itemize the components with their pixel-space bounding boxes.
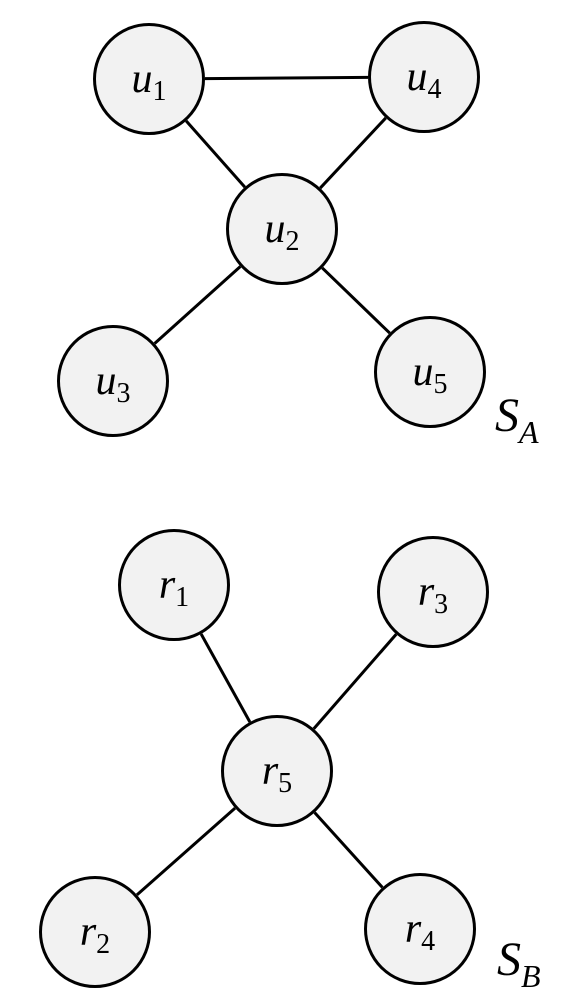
edge-u1-u2: [186, 121, 245, 187]
node-label-sub: 2: [286, 228, 300, 256]
node-label-r1: r1: [159, 564, 189, 606]
node-label-sub: 1: [153, 78, 167, 106]
edge-r1-r5: [201, 634, 250, 722]
node-label-u2: u2: [265, 208, 300, 250]
node-label-sub: 1: [175, 584, 189, 612]
node-label-main: r: [80, 911, 96, 953]
edge-layer: [0, 0, 582, 1000]
node-label-main: u: [407, 56, 428, 98]
node-label-u5: u5: [413, 351, 448, 393]
edge-u2-u5: [322, 268, 389, 333]
node-r4: r4: [364, 873, 476, 985]
node-label-u1: u1: [132, 58, 167, 100]
node-label-main: u: [132, 58, 153, 100]
node-r3: r3: [377, 536, 489, 648]
node-r2: r2: [39, 876, 151, 988]
node-label-main: r: [405, 908, 421, 950]
node-label-sub: 5: [434, 371, 448, 399]
node-label-main: u: [413, 351, 434, 393]
node-r5: r5: [221, 715, 333, 827]
node-label-main: r: [262, 750, 278, 792]
node-label-r2: r2: [80, 911, 110, 953]
node-u2: u2: [226, 173, 338, 285]
edge-r4-r5: [315, 813, 383, 888]
node-label-sub: 4: [421, 928, 435, 956]
node-u5: u5: [374, 316, 486, 428]
edge-r3-r5: [314, 634, 396, 729]
node-u4: u4: [368, 21, 480, 133]
node-label-r5: r5: [262, 750, 292, 792]
node-label-main: r: [159, 564, 175, 606]
graph-label-main: S: [497, 932, 521, 987]
node-label-u3: u3: [96, 360, 131, 402]
graph-label-main: S: [495, 388, 519, 443]
node-label-r4: r4: [405, 908, 435, 950]
edge-r2-r5: [137, 808, 235, 895]
edge-u1-u4: [205, 77, 368, 78]
node-label-main: u: [265, 208, 286, 250]
node-label-sub: 5: [278, 770, 292, 798]
graph-label-sub: A: [519, 414, 539, 451]
node-label-sub: 3: [117, 380, 131, 408]
graph-label-B: SB: [497, 932, 541, 987]
edge-u2-u3: [155, 266, 241, 343]
node-u1: u1: [93, 23, 205, 135]
node-label-sub: 3: [434, 591, 448, 619]
node-label-sub: 2: [96, 931, 110, 959]
node-label-main: u: [96, 360, 117, 402]
edge-u4-u2: [320, 118, 386, 188]
node-label-main: r: [418, 571, 434, 613]
node-u3: u3: [57, 325, 169, 437]
node-label-sub: 4: [428, 76, 442, 104]
node-r1: r1: [118, 529, 230, 641]
graph-label-sub: B: [521, 958, 541, 995]
node-label-r3: r3: [418, 571, 448, 613]
graph-label-A: SA: [495, 388, 539, 443]
node-label-u4: u4: [407, 56, 442, 98]
